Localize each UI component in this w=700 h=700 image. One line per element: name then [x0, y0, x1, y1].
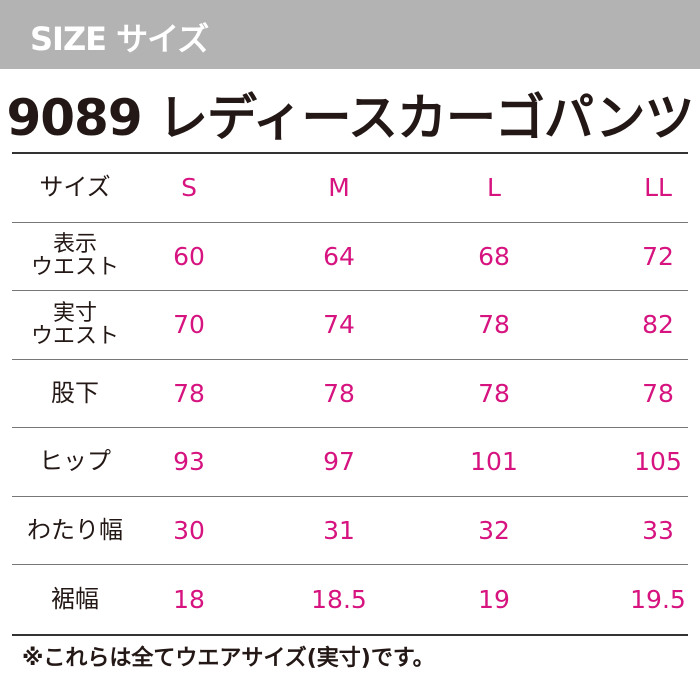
row-label: 実寸 ウエスト: [30, 300, 119, 349]
size-table: サイズ S M L LL 表示 ウエスト 60 64 68 72 実寸 ウエスト 70 74 7…: [12, 152, 688, 636]
row-value: 60: [173, 241, 205, 271]
row-value: 78: [173, 378, 205, 408]
table-row: 裾幅 18 18.5 19 19.5: [12, 565, 688, 634]
table-row: わたり幅 30 31 32 33: [12, 497, 688, 565]
section-banner: SIZE サイズ: [0, 0, 700, 69]
row-value: 78: [323, 378, 355, 408]
row-value: 101: [470, 447, 518, 477]
row-label: 股下: [51, 378, 99, 407]
row-value: 32: [478, 515, 510, 545]
row-value: 31: [323, 515, 355, 545]
row-value: 30: [173, 515, 205, 545]
table-row: 実寸 ウエスト 70 74 78 82: [12, 291, 688, 360]
row-label: 裾幅: [51, 584, 99, 613]
row-value: 64: [323, 241, 355, 271]
row-value: 70: [173, 310, 205, 340]
row-label: 表示 ウエスト: [30, 232, 119, 281]
row-label: わたり幅: [27, 515, 123, 544]
row-value: 97: [323, 447, 355, 477]
row-value: 93: [173, 447, 205, 477]
row-value: 105: [634, 447, 682, 477]
header-row: サイズ S M L LL: [12, 154, 688, 223]
row-value: 19: [478, 584, 510, 614]
header-label: サイズ: [39, 173, 111, 202]
row-value: 19.5: [630, 584, 686, 614]
row-value: 78: [642, 378, 674, 408]
banner-label: SIZE サイズ: [30, 20, 209, 58]
table-row: ヒップ 93 97 101 105: [12, 428, 688, 497]
row-value: 78: [478, 310, 510, 340]
row-value: 18.5: [311, 584, 367, 614]
row-value: 74: [323, 310, 355, 340]
row-value: 18: [173, 584, 205, 614]
row-value: 33: [642, 515, 674, 545]
footnote: ※これらは全てウエアサイズ(実寸)です。: [22, 646, 435, 671]
row-value: 78: [478, 378, 510, 408]
row-value: 82: [642, 310, 674, 340]
table-row: 表示 ウエスト 60 64 68 72: [12, 223, 688, 291]
size-ll: LL: [644, 173, 672, 203]
product-title: 9089 レディースカーゴパンツ: [6, 89, 694, 147]
size-s: S: [181, 173, 197, 203]
row-label: ヒップ: [39, 447, 111, 476]
size-l: L: [487, 173, 501, 203]
row-value: 68: [478, 241, 510, 271]
size-m: M: [328, 173, 350, 203]
table-row: 股下 78 78 78 78: [12, 360, 688, 428]
row-value: 72: [642, 241, 674, 271]
